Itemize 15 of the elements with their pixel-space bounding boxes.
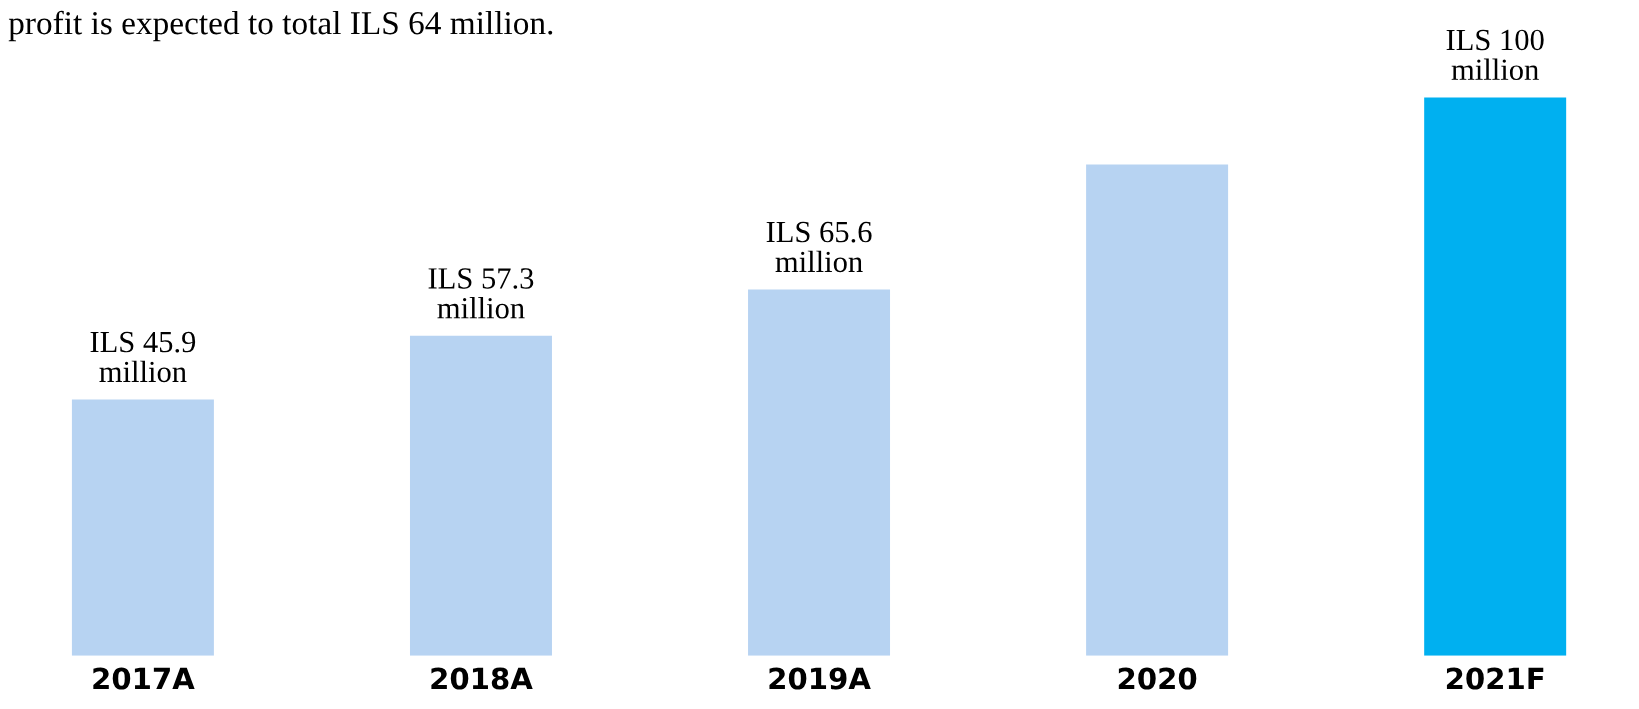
chart-title: profit is expected to total ILS 64 million. bbox=[8, 10, 553, 42]
x-tick-label: 2018A bbox=[431, 667, 533, 690]
data-label: ILS 100 million bbox=[1446, 29, 1544, 81]
x-tick-label: 2021F bbox=[1446, 667, 1544, 690]
bar bbox=[71, 399, 214, 656]
data-label: ILS 45.9 million bbox=[90, 331, 196, 383]
x-tick-label: 2017A bbox=[93, 667, 195, 690]
x-tick-label: 2020 bbox=[1118, 667, 1197, 690]
x-tick-label: 2019A bbox=[769, 667, 871, 690]
bar bbox=[1086, 164, 1229, 656]
data-label: ILS 65.6 million bbox=[766, 221, 872, 273]
data-label: ILS 57.3 million bbox=[428, 268, 534, 319]
bar bbox=[748, 289, 891, 656]
bar bbox=[409, 335, 552, 656]
bar bbox=[1424, 97, 1567, 656]
